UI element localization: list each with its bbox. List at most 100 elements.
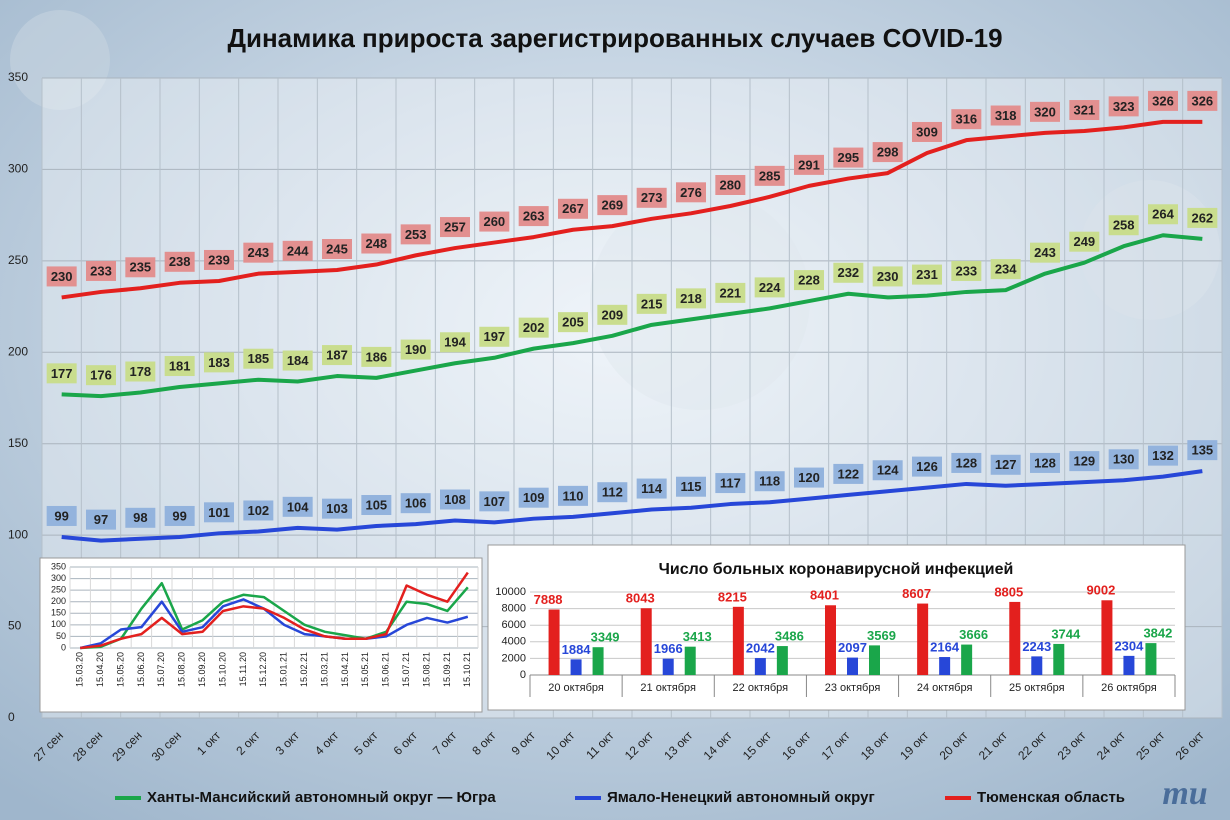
x-tick-label: 15.02.21 xyxy=(299,652,309,687)
x-tick-label: 20 октября xyxy=(548,682,604,694)
value-label-box xyxy=(1030,452,1060,473)
x-tick-label: 15.04.20 xyxy=(95,652,105,687)
series-line xyxy=(80,581,469,650)
value-label-box xyxy=(322,239,352,259)
value-label-box xyxy=(164,356,195,377)
value-label: 114 xyxy=(641,481,663,496)
value-label-box xyxy=(951,260,982,281)
bar xyxy=(776,646,788,675)
value-label: 228 xyxy=(798,273,820,288)
value-label-box xyxy=(558,485,588,506)
x-tick-label: 25 октября xyxy=(1009,682,1065,694)
x-tick-label: 26 октября xyxy=(1101,682,1157,694)
value-label-box xyxy=(400,339,431,360)
value-label: 122 xyxy=(837,466,859,481)
value-label-box xyxy=(872,142,903,163)
value-label-box xyxy=(1108,449,1139,470)
y-tick-label: 6000 xyxy=(502,619,526,631)
value-label-box xyxy=(833,262,864,283)
value-label-box xyxy=(1030,242,1060,263)
x-tick-label: 15.07.20 xyxy=(156,652,166,687)
series-line xyxy=(61,469,1203,543)
value-label: 107 xyxy=(483,494,505,509)
x-tick-label: 15.05.21 xyxy=(360,652,370,687)
value-label-box xyxy=(243,242,274,263)
x-tick-label: 15.06.21 xyxy=(381,652,391,687)
value-label: 127 xyxy=(995,457,1017,472)
value-label: 1884 xyxy=(562,642,592,657)
value-label: 224 xyxy=(759,280,781,295)
value-label-box xyxy=(1187,90,1218,111)
value-label-box xyxy=(86,509,116,530)
value-label-box xyxy=(676,288,706,309)
value-label-box xyxy=(715,282,746,303)
value-label-box xyxy=(715,473,746,494)
x-tick-label: 15.08.21 xyxy=(421,652,431,687)
value-label-box xyxy=(1069,100,1100,121)
bar xyxy=(939,657,951,675)
value-label-box xyxy=(322,498,352,519)
value-label: 109 xyxy=(523,490,545,505)
value-label: 232 xyxy=(837,265,859,280)
value-label: 3413 xyxy=(683,629,712,644)
value-label: 3569 xyxy=(867,628,896,643)
value-label-box xyxy=(46,266,77,287)
value-label: 178 xyxy=(129,364,151,379)
y-tick-label: 10000 xyxy=(495,586,526,598)
x-tick-label: 22 октября xyxy=(733,682,789,694)
x-tick-label: 15.10.20 xyxy=(217,652,227,687)
bar xyxy=(1123,655,1135,675)
bar xyxy=(1053,643,1065,675)
y-tick-label: 300 xyxy=(51,573,66,583)
x-tick-label: 24 октября xyxy=(917,682,973,694)
value-label: 230 xyxy=(877,269,899,284)
logo: mu xyxy=(1162,775,1207,812)
chart-title: Динамика прироста зарегистрированных слу… xyxy=(227,23,1002,53)
value-label: 183 xyxy=(208,355,230,370)
x-tick-label: 21 октября xyxy=(640,682,696,694)
y-tick-label: 350 xyxy=(51,561,66,571)
value-label-box xyxy=(1069,451,1100,472)
bar xyxy=(592,647,604,675)
value-label-box xyxy=(912,264,942,285)
value-label: 194 xyxy=(444,335,466,350)
value-label-box xyxy=(754,165,785,186)
value-label: 102 xyxy=(247,503,269,518)
x-tick-label: 15.12.20 xyxy=(258,652,268,687)
x-tick-label: 15.07.21 xyxy=(401,652,411,687)
value-label: 318 xyxy=(995,108,1017,123)
value-label: 249 xyxy=(1073,234,1095,249)
value-label-box xyxy=(204,502,234,523)
y-tick-label: 100 xyxy=(8,527,28,541)
y-tick-label: 0 xyxy=(61,642,66,652)
value-label: 135 xyxy=(1191,443,1213,458)
value-label: 291 xyxy=(798,157,820,172)
value-label: 221 xyxy=(719,285,741,300)
value-label-box xyxy=(243,500,274,521)
y-tick-label: 0 xyxy=(520,669,526,681)
value-label-box xyxy=(872,460,903,481)
value-label: 3486 xyxy=(775,629,804,644)
value-label: 320 xyxy=(1034,104,1056,119)
x-tick-label: 15.09.20 xyxy=(197,652,207,687)
value-label: 126 xyxy=(916,459,938,474)
value-label-box xyxy=(1108,96,1139,117)
value-label-box xyxy=(558,198,588,219)
legend-label: Ямало-Ненецкий автономный округ xyxy=(607,789,875,806)
value-label-box xyxy=(990,454,1021,475)
value-label: 2097 xyxy=(838,640,867,655)
value-label-box xyxy=(990,259,1021,280)
value-label-box xyxy=(282,496,313,517)
bar xyxy=(732,606,744,675)
inset-title: Число больных коронавирусной инфекцией xyxy=(659,561,1014,578)
value-label: 260 xyxy=(483,214,505,229)
value-label: 218 xyxy=(680,291,702,306)
value-label: 115 xyxy=(681,479,702,494)
value-label-box xyxy=(164,251,195,272)
x-tick-label: 15.08.20 xyxy=(177,652,187,687)
bar xyxy=(754,658,766,675)
value-label: 234 xyxy=(995,262,1017,277)
value-label: 7888 xyxy=(534,592,563,607)
value-label-box xyxy=(125,507,156,528)
